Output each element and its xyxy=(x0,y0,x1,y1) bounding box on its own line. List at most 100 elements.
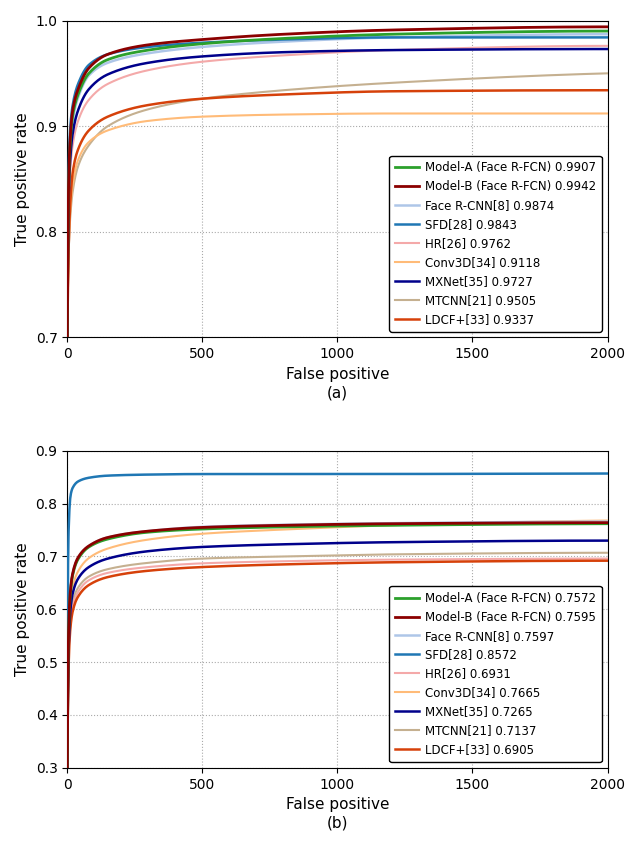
Face R-CNN[8] 0.9874 xyxy=(604,29,611,40)
LDCF+[33] 0.9337 xyxy=(497,86,504,96)
LDCF+[33] 0.9337 xyxy=(63,333,71,343)
X-axis label: False positive: False positive xyxy=(285,797,389,812)
MXNet[35] 0.7265 xyxy=(63,754,71,765)
MXNet[35] 0.9727 xyxy=(140,59,147,69)
Conv3D[34] 0.7665 xyxy=(516,517,524,527)
SFD[28] 0.8572 xyxy=(516,469,524,479)
Model-A (Face R-FCN) 0.7572 xyxy=(63,753,71,763)
Model-A (Face R-FCN) 0.9907 xyxy=(140,45,147,56)
Conv3D[34] 0.9118 xyxy=(140,116,147,126)
Model-B (Face R-FCN) 0.9942 xyxy=(604,22,611,32)
Model-A (Face R-FCN) 0.9907 xyxy=(364,29,372,40)
Line: Conv3D[34] 0.7665: Conv3D[34] 0.7665 xyxy=(67,520,607,768)
SFD[28] 0.9843 xyxy=(517,32,525,42)
HR[26] 0.6931 xyxy=(289,556,296,566)
Conv3D[34] 0.7665 xyxy=(63,763,71,773)
Line: HR[26] 0.9762: HR[26] 0.9762 xyxy=(67,45,607,338)
Legend: Model-A (Face R-FCN) 0.7572, Model-B (Face R-FCN) 0.7595, Face R-CNN[8] 0.7597, : Model-A (Face R-FCN) 0.7572, Model-B (Fa… xyxy=(389,586,602,762)
Line: HR[26] 0.6931: HR[26] 0.6931 xyxy=(67,558,607,768)
LDCF+[33] 0.9337 xyxy=(289,89,296,99)
MTCNN[21] 0.7137 xyxy=(63,755,71,765)
Model-A (Face R-FCN) 0.9907 xyxy=(289,33,296,43)
Model-B (Face R-FCN) 0.7595 xyxy=(364,519,372,529)
LDCF+[33] 0.6905 xyxy=(63,763,71,773)
HR[26] 0.6931 xyxy=(516,554,524,564)
Face R-CNN[8] 0.9874 xyxy=(516,29,524,40)
Face R-CNN[8] 0.7597 xyxy=(604,516,611,526)
Conv3D[34] 0.7665 xyxy=(140,536,147,546)
LDCF+[33] 0.9337 xyxy=(140,101,147,111)
Line: Model-A (Face R-FCN) 0.7572: Model-A (Face R-FCN) 0.7572 xyxy=(67,524,607,768)
Model-A (Face R-FCN) 0.9907 xyxy=(604,26,611,36)
Line: MXNet[35] 0.9727: MXNet[35] 0.9727 xyxy=(67,49,607,338)
Face R-CNN[8] 0.9874 xyxy=(497,30,504,40)
Model-B (Face R-FCN) 0.9942 xyxy=(289,29,296,39)
MTCNN[21] 0.7137 xyxy=(604,547,611,557)
Model-B (Face R-FCN) 0.9942 xyxy=(63,333,71,343)
SFD[28] 0.8572 xyxy=(63,763,71,773)
Model-B (Face R-FCN) 0.9942 xyxy=(63,322,71,333)
Face R-CNN[8] 0.7597 xyxy=(63,763,71,773)
Model-A (Face R-FCN) 0.7572 xyxy=(516,519,524,529)
HR[26] 0.6931 xyxy=(604,553,611,563)
Model-A (Face R-FCN) 0.7572 xyxy=(364,520,372,530)
Line: Face R-CNN[8] 0.7597: Face R-CNN[8] 0.7597 xyxy=(67,521,607,768)
Model-B (Face R-FCN) 0.7595 xyxy=(63,763,71,773)
Legend: Model-A (Face R-FCN) 0.9907, Model-B (Face R-FCN) 0.9942, Face R-CNN[8] 0.9874, : Model-A (Face R-FCN) 0.9907, Model-B (Fa… xyxy=(389,156,602,332)
MTCNN[21] 0.9505 xyxy=(63,328,71,338)
Face R-CNN[8] 0.7597 xyxy=(140,526,147,536)
Face R-CNN[8] 0.7597 xyxy=(364,519,372,529)
LDCF+[33] 0.6905 xyxy=(516,556,524,566)
Conv3D[34] 0.7665 xyxy=(63,754,71,764)
Conv3D[34] 0.9118 xyxy=(364,109,372,119)
Model-B (Face R-FCN) 0.7595 xyxy=(516,518,524,528)
MXNet[35] 0.7265 xyxy=(604,536,611,546)
SFD[28] 0.8572 xyxy=(497,469,504,479)
Model-A (Face R-FCN) 0.7572 xyxy=(604,519,611,529)
Face R-CNN[8] 0.9874 xyxy=(63,322,71,333)
MXNet[35] 0.7265 xyxy=(497,536,504,546)
Model-A (Face R-FCN) 0.7572 xyxy=(63,763,71,773)
LDCF+[33] 0.6905 xyxy=(497,556,504,566)
Line: MXNet[35] 0.7265: MXNet[35] 0.7265 xyxy=(67,541,607,768)
Line: MTCNN[21] 0.9505: MTCNN[21] 0.9505 xyxy=(67,73,607,338)
HR[26] 0.6931 xyxy=(140,562,147,573)
Model-A (Face R-FCN) 0.7572 xyxy=(289,522,296,532)
LDCF+[33] 0.9337 xyxy=(63,328,71,338)
MXNet[35] 0.9727 xyxy=(516,44,524,54)
Conv3D[34] 0.9118 xyxy=(497,109,505,119)
MTCNN[21] 0.9505 xyxy=(63,333,71,343)
MTCNN[21] 0.9505 xyxy=(604,68,611,78)
Y-axis label: True positive rate: True positive rate xyxy=(15,112,30,246)
HR[26] 0.6931 xyxy=(63,755,71,765)
MTCNN[21] 0.9505 xyxy=(364,79,372,89)
MXNet[35] 0.7265 xyxy=(289,539,296,549)
LDCF+[33] 0.6905 xyxy=(364,557,372,568)
Conv3D[34] 0.7665 xyxy=(289,524,296,534)
X-axis label: False positive: False positive xyxy=(285,367,389,381)
SFD[28] 0.8572 xyxy=(289,469,296,479)
SFD[28] 0.9843 xyxy=(604,32,611,42)
Face R-CNN[8] 0.7597 xyxy=(497,517,504,527)
Line: Model-B (Face R-FCN) 0.9942: Model-B (Face R-FCN) 0.9942 xyxy=(67,27,607,338)
Face R-CNN[8] 0.9874 xyxy=(289,36,296,46)
Model-B (Face R-FCN) 0.9942 xyxy=(364,25,372,35)
MXNet[35] 0.9727 xyxy=(364,45,372,56)
Conv3D[34] 0.9118 xyxy=(517,109,525,119)
Model-B (Face R-FCN) 0.7595 xyxy=(140,526,147,536)
Model-B (Face R-FCN) 0.7595 xyxy=(289,520,296,530)
LDCF+[33] 0.9337 xyxy=(516,85,524,95)
SFD[28] 0.8572 xyxy=(140,470,147,480)
Model-A (Face R-FCN) 0.9907 xyxy=(497,27,504,37)
Model-A (Face R-FCN) 0.9907 xyxy=(63,333,71,343)
Line: SFD[28] 0.8572: SFD[28] 0.8572 xyxy=(67,473,607,768)
Line: LDCF+[33] 0.6905: LDCF+[33] 0.6905 xyxy=(67,561,607,768)
HR[26] 0.9762 xyxy=(497,42,504,52)
LDCF+[33] 0.6905 xyxy=(289,559,296,569)
Model-B (Face R-FCN) 0.7595 xyxy=(604,518,611,528)
Line: Conv3D[34] 0.9118: Conv3D[34] 0.9118 xyxy=(67,114,607,338)
Conv3D[34] 0.7665 xyxy=(604,515,611,525)
MXNet[35] 0.7265 xyxy=(364,537,372,547)
SFD[28] 0.9843 xyxy=(388,32,396,42)
MTCNN[21] 0.7137 xyxy=(289,552,296,562)
